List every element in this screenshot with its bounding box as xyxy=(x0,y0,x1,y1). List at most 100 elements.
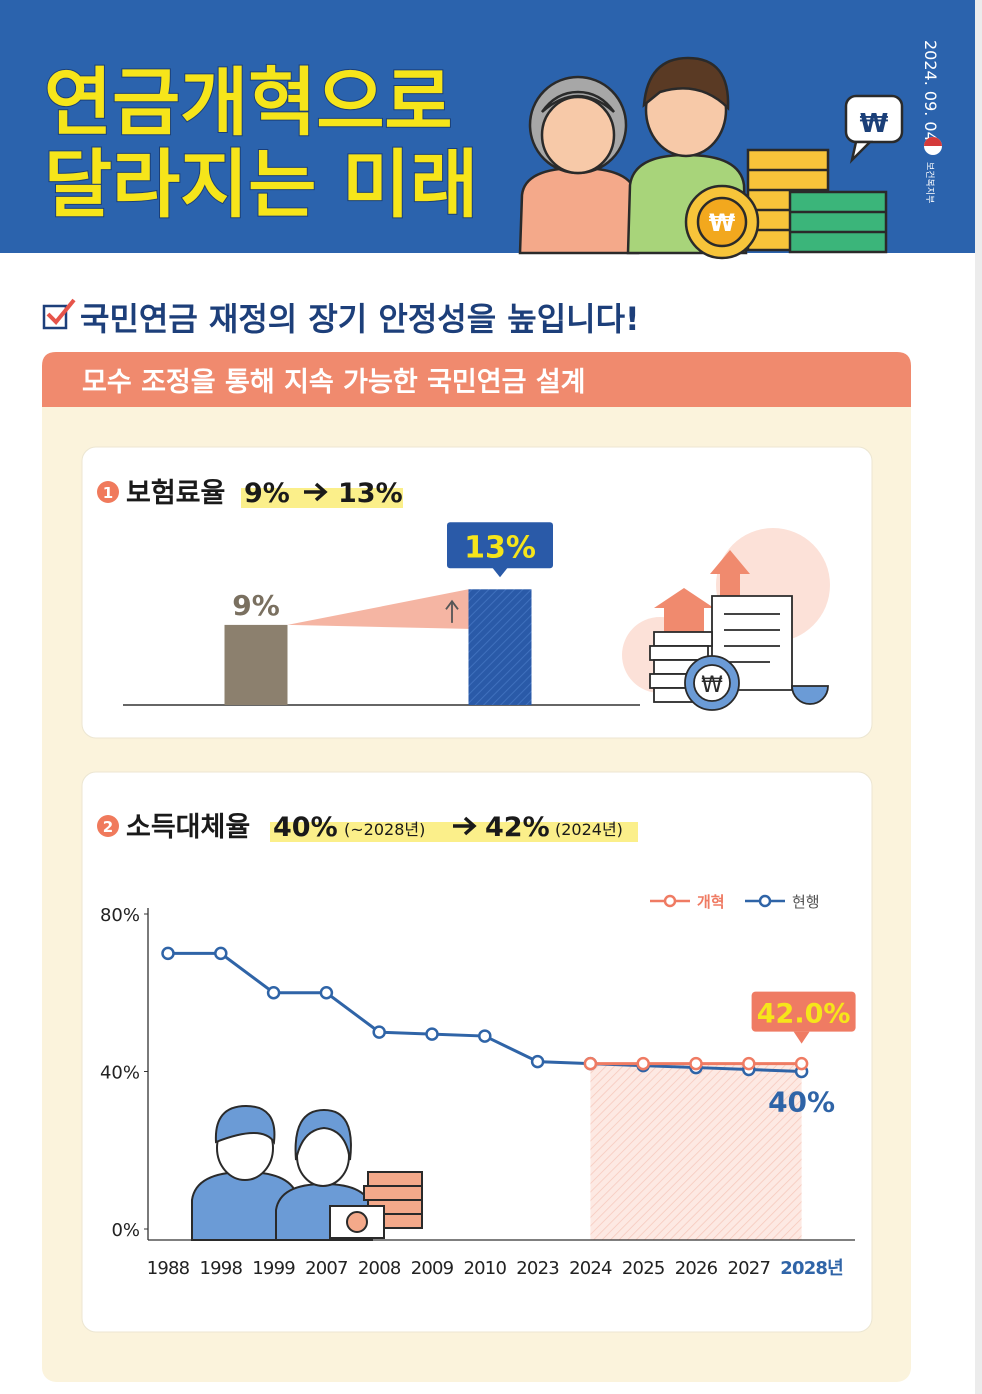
header-illustration-part xyxy=(849,140,874,164)
data-point xyxy=(583,1056,598,1071)
x-tick-label: 2007 xyxy=(305,1258,348,1279)
chart-number: 2 xyxy=(103,818,113,836)
card2-illustration-part xyxy=(367,1171,423,1187)
number-badge xyxy=(97,815,119,837)
header-ministry: 보건복지부 xyxy=(924,162,935,203)
x-tick-label: 2026 xyxy=(675,1258,718,1279)
title-arrow xyxy=(453,816,477,836)
legend-label: 개혁 xyxy=(697,893,725,911)
chart-number: 1 xyxy=(103,484,113,502)
card1-illustration-part xyxy=(693,664,731,702)
y-tick-label: 80% xyxy=(100,905,140,926)
x-tick-label: 2028년 xyxy=(780,1258,843,1279)
data-point xyxy=(636,1056,650,1071)
header-illustration-part xyxy=(642,56,730,111)
value-badge-tail xyxy=(492,567,508,578)
chart-title-to: 13% xyxy=(338,478,403,509)
number-badge xyxy=(97,481,119,503)
data-point xyxy=(161,946,175,961)
value-badge xyxy=(751,991,856,1032)
value-label: 40% xyxy=(768,1086,835,1119)
chart-title-from: 40% xyxy=(273,812,338,843)
x-tick-label: 1999 xyxy=(252,1258,295,1279)
x-tick-label: 2023 xyxy=(516,1258,559,1279)
data-point xyxy=(214,946,228,961)
legend-marker xyxy=(663,894,677,908)
card xyxy=(81,771,873,1333)
header-illustration-part: ₩ xyxy=(709,209,736,237)
chart-title-from: 9% xyxy=(244,478,290,509)
header-title: 달라지는 미래 xyxy=(44,142,478,228)
x-tick-label: 2025 xyxy=(622,1258,665,1279)
legend-marker xyxy=(758,894,772,908)
card2-illustration-part xyxy=(346,1211,368,1233)
chart-title: 보험료율 xyxy=(126,478,225,509)
chart-title-note: (2024년) xyxy=(555,820,623,839)
title-arrow xyxy=(304,482,328,502)
highlight-area xyxy=(590,1063,802,1240)
chart-title-note: (~2028년) xyxy=(344,820,425,839)
header-illustration-part xyxy=(696,196,748,248)
bar xyxy=(224,624,288,705)
y-tick-label: 0% xyxy=(111,1220,140,1241)
headline-group: 국민연금 재정의 장기 안정성을 높입니다! xyxy=(42,298,640,338)
title-highlight xyxy=(241,488,403,508)
banner-bg xyxy=(42,352,911,407)
header-illustration-part: ₩ xyxy=(860,109,889,139)
x-tick-label: 2024 xyxy=(569,1258,612,1279)
header-illustration: ₩ ₩ xyxy=(518,56,904,260)
page-edge xyxy=(975,0,982,1394)
data-point xyxy=(319,986,334,1000)
card2-illustration-part xyxy=(214,1104,276,1145)
title-highlight xyxy=(270,822,638,842)
header-illustration-part xyxy=(844,94,904,144)
growth-wedge xyxy=(287,589,469,629)
card1-illustration-part xyxy=(654,588,714,632)
growth-arrow xyxy=(445,599,459,623)
card1-illustration: ₩ xyxy=(622,528,830,711)
card2-illustration-part xyxy=(363,1185,423,1201)
card1-illustration-part xyxy=(710,550,750,600)
x-tick-label: 2008 xyxy=(358,1258,401,1279)
value-label: 42.0% xyxy=(757,999,851,1030)
header-illustration-part xyxy=(518,166,640,255)
header-date: 2024. 09. 04. xyxy=(921,40,940,147)
value-badge-tail xyxy=(793,1031,810,1044)
banner: 모수 조정을 통해 지속 가능한 국민연금 설계 xyxy=(82,367,586,398)
y-tick-label: 40% xyxy=(100,1063,140,1084)
data-point xyxy=(372,1025,386,1039)
x-tick-label: 2010 xyxy=(463,1258,506,1279)
bar-chart: 9% 13% xyxy=(123,522,640,706)
card1-illustration-part xyxy=(791,685,829,705)
card1-illustration-part xyxy=(649,645,709,661)
header-part xyxy=(924,137,942,146)
line-chart: 0% 40% 80% 1988 1998 1999 2007 2008 2009 2010 2023… xyxy=(100,893,856,1279)
data-point xyxy=(425,1027,439,1041)
value-badge xyxy=(447,522,553,569)
header-illustration-part xyxy=(788,190,888,254)
x-tick-label: 1998 xyxy=(199,1258,242,1279)
card2-illustration-part xyxy=(294,1108,352,1161)
data-point xyxy=(530,1054,545,1069)
chart-title-to: 42% xyxy=(485,812,550,843)
x-tick-label: 2009 xyxy=(411,1258,454,1279)
bar xyxy=(468,589,532,705)
header: 연금개혁으로 달라지는 미래 2024. 09. 04. 보건복지부 xyxy=(0,0,975,253)
x-tick-label: 1988 xyxy=(147,1258,190,1279)
x-tick-label: 2027 xyxy=(727,1258,770,1279)
header-illustration-part xyxy=(540,90,616,113)
header-title: 연금개혁으로 xyxy=(44,60,452,146)
value-label: 9% xyxy=(232,589,280,622)
card1-illustration-part: ₩ xyxy=(701,673,723,698)
data-point xyxy=(794,1056,809,1071)
card2-illustration xyxy=(191,1104,423,1241)
headline-group-part xyxy=(46,298,76,325)
card1-illustration-part xyxy=(653,631,713,647)
data-point xyxy=(266,986,281,1000)
data-point xyxy=(742,1056,756,1071)
value-label: 13% xyxy=(464,530,536,565)
legend-label: 현행 xyxy=(792,893,820,911)
